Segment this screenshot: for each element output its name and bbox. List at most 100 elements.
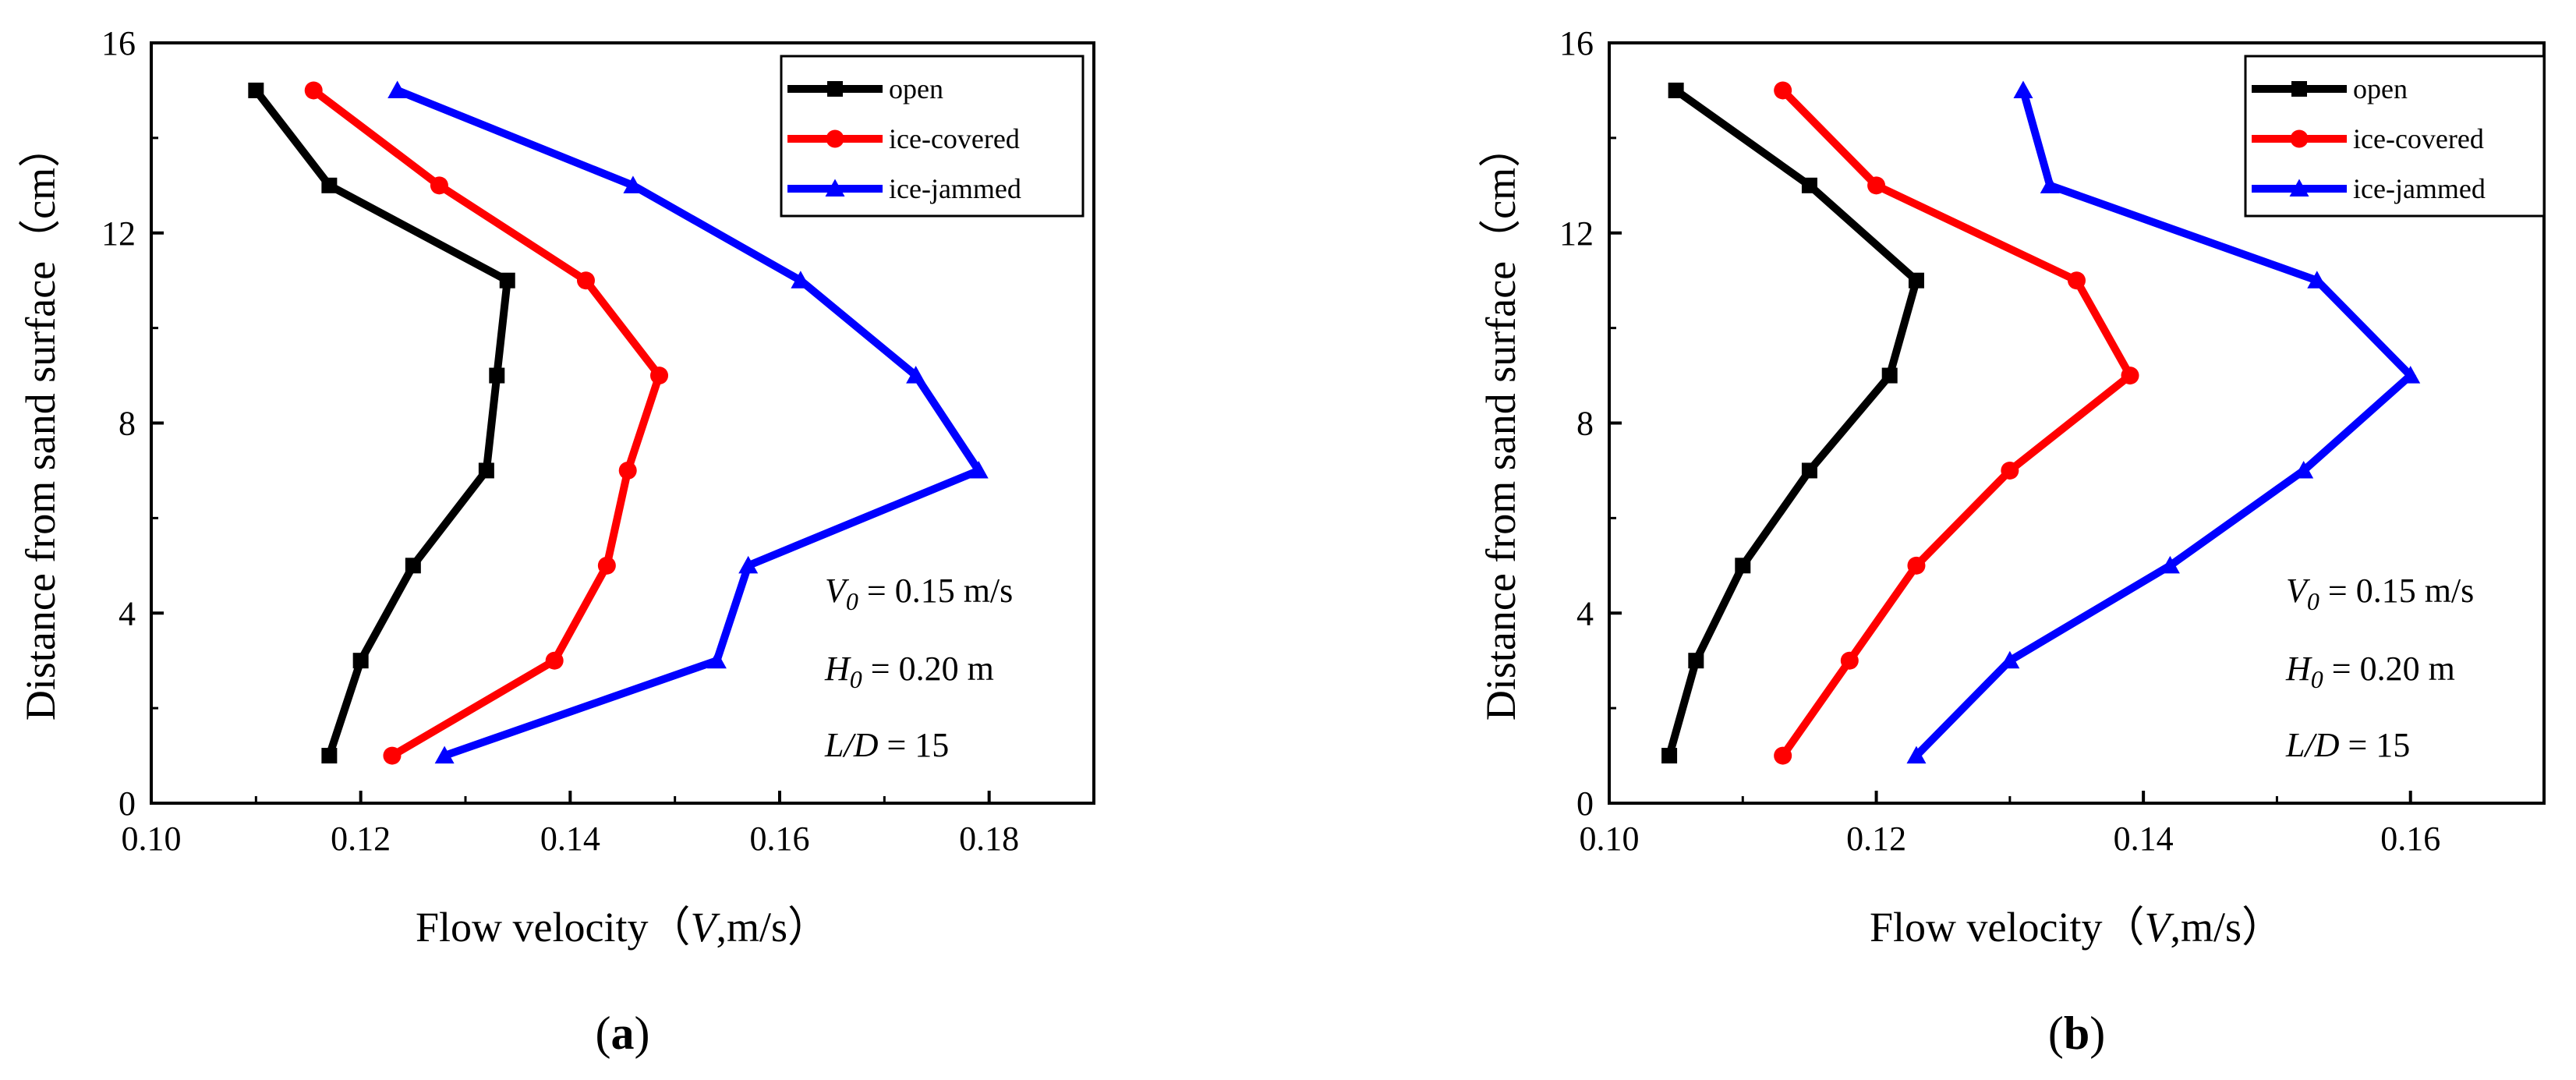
data-point-open (1908, 272, 1924, 289)
x-axis-label-suffix: ,m/s） (2170, 904, 2284, 951)
legend-marker-ice-covered (826, 129, 844, 148)
data-point-ice-jammed (1906, 745, 1927, 764)
y-tick-label: 16 (1559, 24, 1594, 62)
data-point-open (1735, 558, 1751, 574)
data-point-ice-covered (304, 81, 323, 100)
data-point-ice-covered (1840, 651, 1859, 670)
x-tick-label: 0.16 (750, 820, 810, 858)
legend-label-open: open (889, 73, 943, 104)
x-tick-label: 0.16 (2380, 820, 2440, 858)
legend-label-ice-jammed: ice-jammed (889, 173, 1021, 204)
y-tick-label: 16 (101, 24, 136, 62)
data-point-open (321, 177, 338, 193)
data-point-open (489, 367, 505, 384)
legend-label-open: open (2353, 73, 2408, 104)
y-tick-label: 8 (119, 405, 136, 443)
annotation-ld-symbol: L/D (2285, 726, 2340, 764)
annotation-ld-value: = 15 (2339, 726, 2410, 764)
panel-label-letter: b (2064, 1007, 2089, 1059)
x-tick-label: 0.18 (959, 820, 1019, 858)
data-point-ice-covered (383, 746, 402, 765)
data-point-ice-jammed (623, 175, 643, 193)
series-ice-covered (304, 81, 669, 765)
data-point-open (248, 82, 264, 98)
y-tick-label: 12 (101, 214, 136, 253)
legend: open ice-covered ice-jammed (2244, 55, 2546, 218)
data-point-ice-jammed (706, 650, 727, 669)
x-axis-label: Flow velocity（V,m/s） (1870, 904, 2284, 951)
legend-label-ice-covered: ice-covered (2353, 123, 2484, 154)
legend: open ice-covered ice-jammed (780, 55, 1085, 218)
series-line-ice-covered (311, 87, 664, 760)
data-point-ice-covered (1774, 746, 1792, 765)
panel-label-close: ) (2089, 1007, 2105, 1059)
annotation-ld: L/D = 15 (2285, 726, 2410, 764)
y-tick-label: 8 (1576, 405, 1594, 443)
x-tick-label: 0.14 (2114, 820, 2174, 858)
legend-marker-open (2291, 81, 2307, 97)
y-axis-label: Distance from sand surface（cm） (17, 126, 64, 721)
x-axis-label-var: V (690, 904, 720, 951)
data-point-ice-covered (597, 556, 616, 575)
annotation-h0-subscript: 0 (850, 665, 862, 693)
annotation-v0: V0 = 0.15 m/s (2286, 572, 2474, 615)
legend-label-ice-covered: ice-covered (889, 123, 1020, 154)
legend-marker-open (827, 81, 843, 97)
series-open (248, 82, 515, 764)
x-axis-label-prefix: Flow velocity（ (416, 904, 690, 951)
x-axis-label: Flow velocity（V,m/s） (416, 904, 830, 951)
panel-label-open: ( (2048, 1007, 2064, 1059)
data-point-ice-jammed (791, 271, 811, 289)
x-axis-label-suffix: ,m/s） (716, 904, 830, 951)
data-point-open (1801, 177, 1817, 193)
series-line-ice-jammed (395, 87, 985, 760)
x-tick-label: 0.10 (1580, 820, 1640, 858)
data-point-ice-covered (430, 176, 448, 195)
data-point-open (321, 748, 338, 764)
panel-label: (b) (2048, 1007, 2105, 1059)
data-point-open (1801, 462, 1817, 479)
annotation-h0-symbol: H (824, 650, 851, 688)
series-ice-jammed (1906, 80, 2421, 764)
data-point-open (1688, 653, 1704, 669)
x-axis-label-prefix: Flow velocity（ (1870, 904, 2144, 951)
annotation-h0-value: = 0.20 m (862, 650, 994, 688)
data-point-open (1661, 748, 1678, 764)
data-point-ice-covered (2068, 271, 2086, 290)
series-ice-jammed (387, 80, 989, 764)
panel-label: (a) (596, 1007, 650, 1059)
data-point-ice-covered (618, 461, 637, 480)
annotation-ld-symbol: L/D (824, 726, 879, 764)
annotation-h0-symbol: H (2285, 650, 2312, 688)
data-point-open (499, 272, 515, 289)
x-tick-label: 0.12 (331, 820, 391, 858)
panel-label-open: ( (596, 1007, 611, 1059)
data-point-ice-covered (650, 366, 669, 385)
annotation-v0-subscript: 0 (2307, 587, 2319, 615)
legend-marker-ice-jammed (2289, 179, 2309, 197)
data-point-ice-covered (576, 271, 595, 290)
data-point-ice-jammed (2294, 460, 2314, 479)
annotation-v0-value: = 0.15 m/s (858, 572, 1013, 610)
annotation-ld: L/D = 15 (824, 726, 949, 764)
data-point-ice-jammed (738, 555, 759, 574)
data-point-ice-covered (545, 651, 564, 670)
data-point-ice-jammed (2040, 175, 2060, 193)
legend-marker-ice-covered (2290, 129, 2309, 148)
x-tick-label: 0.14 (540, 820, 600, 858)
chart-panel-a: 0.10 0.12 0.14 0.16 0.18 0 4 8 12 16 Flow velocity… (17, 24, 1095, 1059)
y-tick-label: 4 (119, 594, 136, 632)
data-point-open (478, 462, 494, 479)
series-open (1661, 82, 1924, 764)
data-point-ice-jammed (2013, 80, 2033, 98)
y-axis-label: Distance from sand surface（cm） (1477, 126, 1524, 721)
data-point-ice-jammed (2160, 555, 2180, 574)
series-line-open (1665, 87, 1921, 757)
data-point-open (405, 558, 421, 574)
data-point-ice-jammed (2307, 271, 2327, 289)
y-tick-label: 4 (1576, 594, 1594, 632)
data-point-ice-jammed (2401, 366, 2421, 384)
annotation-v0-symbol: V (825, 572, 850, 610)
data-point-ice-covered (1907, 556, 1926, 575)
data-point-open (352, 653, 369, 669)
